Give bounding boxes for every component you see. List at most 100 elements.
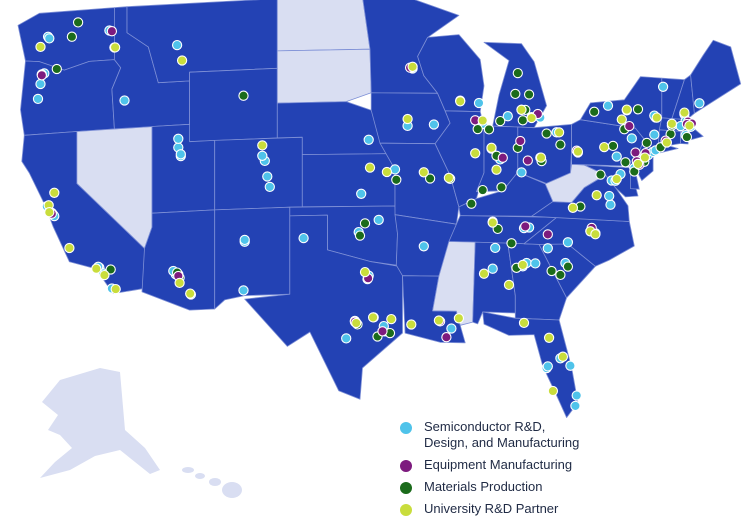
state-arizona — [141, 209, 216, 311]
site-dot-semiconductor — [473, 97, 485, 109]
site-dot-university — [402, 113, 413, 125]
site-dot-equipment — [520, 221, 531, 232]
site-dot-materials — [72, 17, 84, 28]
site-dot-university — [99, 269, 110, 281]
site-dot-materials — [510, 88, 521, 100]
site-dot-university — [64, 242, 75, 254]
state-mississippi — [432, 241, 476, 326]
state-kansas — [301, 153, 396, 208]
site-dot-university — [487, 217, 498, 228]
site-dot-university — [406, 319, 417, 330]
site-dot-semiconductor — [626, 133, 637, 144]
site-dot-materials — [595, 169, 606, 180]
site-dot-university — [491, 164, 502, 175]
site-dot-university — [91, 263, 102, 274]
site-dot-semiconductor — [119, 95, 130, 106]
site-dot-university — [639, 152, 651, 163]
site-dot-university — [666, 118, 678, 129]
site-dot-semiconductor — [32, 93, 44, 105]
state-maine — [690, 39, 742, 114]
site-dot-university — [526, 112, 537, 124]
site-dot-university — [35, 41, 46, 53]
hawaii-island-2 — [195, 473, 205, 479]
site-dot-university — [591, 190, 602, 201]
site-dot-university — [455, 96, 466, 107]
site-dot-materials — [555, 139, 566, 150]
site-dot-materials — [517, 115, 528, 126]
state-new-hampshire — [671, 74, 695, 121]
site-dot-semiconductor — [604, 190, 615, 202]
site-dot-semiconductor — [571, 390, 582, 401]
site-dot-university — [572, 146, 584, 157]
site-dot-equipment — [515, 135, 526, 147]
site-dot-semiconductor — [35, 78, 46, 90]
legend-label-equipment: Equipment Manufacturing — [424, 457, 573, 472]
state-alaska — [40, 368, 160, 478]
state-north-dakota — [276, 0, 371, 52]
site-dot-semiconductor — [565, 360, 576, 371]
site-dot-materials — [354, 230, 366, 241]
site-dot-university — [684, 120, 695, 131]
site-dot-materials — [681, 131, 693, 143]
site-dot-university — [621, 104, 632, 115]
site-dot-university — [364, 162, 376, 173]
site-dot-university — [486, 142, 497, 153]
site-dot-semiconductor — [171, 39, 183, 51]
site-dot-materials — [541, 128, 552, 139]
site-dot-university — [679, 107, 690, 118]
site-dot-university — [518, 317, 530, 329]
site-dot-university — [418, 167, 429, 178]
site-dot-university — [543, 332, 555, 343]
site-dot-university — [517, 259, 528, 271]
state-south-dakota — [276, 48, 372, 104]
legend-dot-university — [400, 504, 412, 516]
site-dot-materials — [506, 238, 517, 249]
site-dot-equipment — [624, 120, 635, 132]
legend-item-equipment: Equipment Manufacturing — [398, 457, 738, 473]
site-dot-materials — [512, 67, 523, 79]
site-dot-materials — [477, 184, 488, 196]
site-dot-semiconductor — [562, 237, 574, 248]
hawaii-island-4 — [222, 482, 242, 498]
site-dot-materials — [620, 157, 631, 168]
site-dot-university — [407, 61, 418, 72]
site-dot-semiconductor — [570, 400, 581, 412]
site-dot-equipment — [630, 147, 641, 158]
site-dot-semiconductor — [44, 33, 55, 44]
site-dot-materials — [555, 269, 566, 281]
state-florida — [482, 311, 579, 418]
site-dot-equipment — [36, 70, 47, 81]
site-dot-university — [257, 140, 268, 151]
site-dot-semiconductor — [649, 129, 660, 140]
site-dot-materials — [105, 264, 116, 275]
site-dot-university — [516, 104, 527, 115]
site-dot-semiconductor — [257, 150, 268, 161]
site-dot-semiconductor — [239, 234, 250, 246]
site-dot-university — [661, 137, 672, 148]
site-dot-university — [651, 112, 662, 123]
site-dot-semiconductor — [490, 242, 501, 254]
site-dot-semiconductor — [373, 214, 384, 226]
site-dot-university — [547, 385, 559, 397]
site-dot-semiconductor — [516, 167, 527, 178]
site-dot-university — [470, 148, 481, 159]
site-dot-equipment — [377, 326, 388, 337]
site-dot-university — [535, 152, 547, 163]
site-dot-materials — [523, 89, 535, 100]
site-dot-university — [381, 166, 393, 178]
state-texas — [244, 214, 403, 400]
site-dot-university — [553, 127, 565, 138]
site-dot-semiconductor — [611, 151, 622, 162]
site-dot-university — [359, 266, 371, 278]
legend-item-university: University R&D Partner — [398, 501, 738, 517]
site-dot-materials — [641, 137, 652, 149]
site-dot-university — [174, 277, 185, 289]
site-dot-university — [478, 268, 490, 279]
site-dot-semiconductor — [175, 149, 186, 160]
site-dot-semiconductor — [298, 232, 309, 244]
site-dot-semiconductor — [238, 285, 249, 296]
site-dot-equipment — [441, 332, 452, 343]
site-dot-equipment — [106, 26, 118, 37]
site-dot-semiconductor — [341, 333, 352, 344]
